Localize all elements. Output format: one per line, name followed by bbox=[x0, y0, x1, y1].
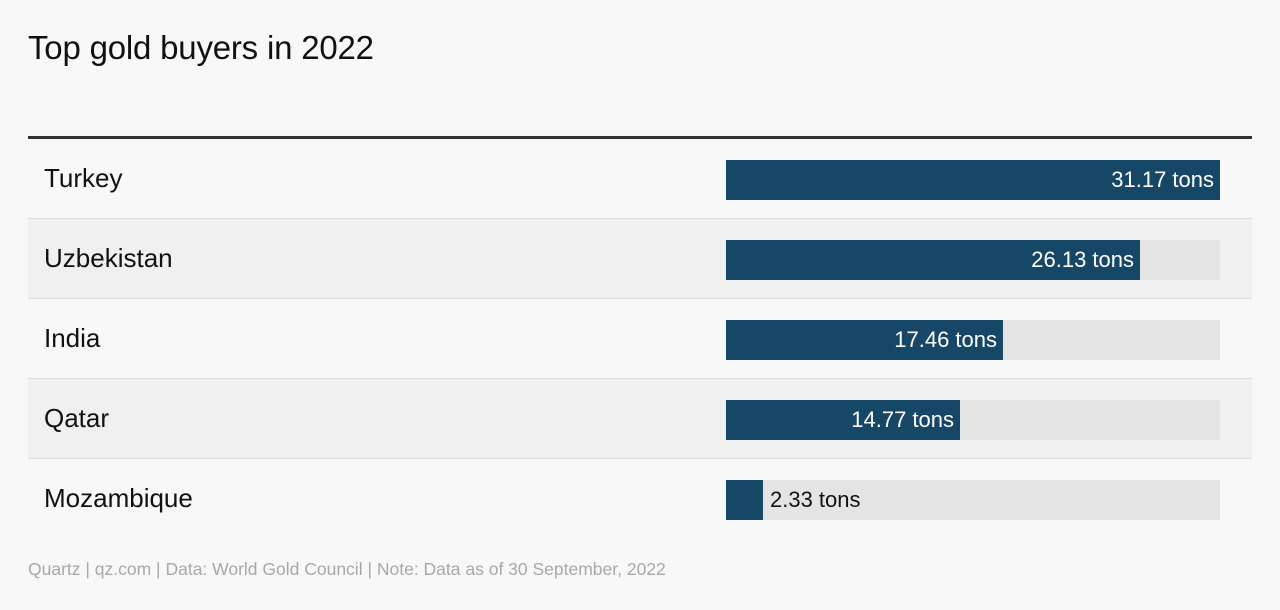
category-label: Uzbekistan bbox=[44, 243, 173, 273]
bar bbox=[726, 400, 960, 440]
bar-track: 26.13 tons bbox=[726, 240, 1220, 280]
data-label: 26.13 tons bbox=[1031, 247, 1134, 272]
data-label: 2.33 tons bbox=[770, 487, 861, 512]
data-label: 14.77 tons bbox=[851, 407, 954, 432]
source-note: Quartz | qz.com | Data: World Gold Counc… bbox=[28, 559, 666, 579]
bar-track: 14.77 tons bbox=[726, 400, 1220, 440]
category-label: Mozambique bbox=[44, 483, 193, 513]
bar bbox=[726, 160, 1220, 200]
category-label: Turkey bbox=[44, 163, 123, 193]
category-label: India bbox=[44, 323, 101, 353]
bar-rows: Turkey 31.17 tons Uzbekistan 26.13 tons Indi… bbox=[28, 139, 1252, 538]
data-label: 31.17 tons bbox=[1111, 167, 1214, 192]
table-row: Uzbekistan 26.13 tons bbox=[28, 219, 1252, 299]
table-row: Turkey 31.17 tons bbox=[28, 139, 1252, 219]
chart-title: Top gold buyers in 2022 bbox=[28, 29, 374, 66]
bar bbox=[726, 320, 1003, 360]
bar bbox=[726, 480, 763, 520]
category-label: Qatar bbox=[44, 403, 110, 433]
table-row: Qatar 14.77 tons bbox=[28, 379, 1252, 459]
bar bbox=[726, 240, 1140, 280]
table-row: India 17.46 tons bbox=[28, 299, 1252, 379]
bar-track: 2.33 tons bbox=[726, 480, 1220, 520]
table-row: Mozambique 2.33 tons bbox=[28, 459, 1252, 538]
header-rule bbox=[28, 136, 1252, 139]
bar-track: 17.46 tons bbox=[726, 320, 1220, 360]
bar-track: 31.17 tons bbox=[726, 160, 1220, 200]
data-label: 17.46 tons bbox=[894, 327, 997, 352]
